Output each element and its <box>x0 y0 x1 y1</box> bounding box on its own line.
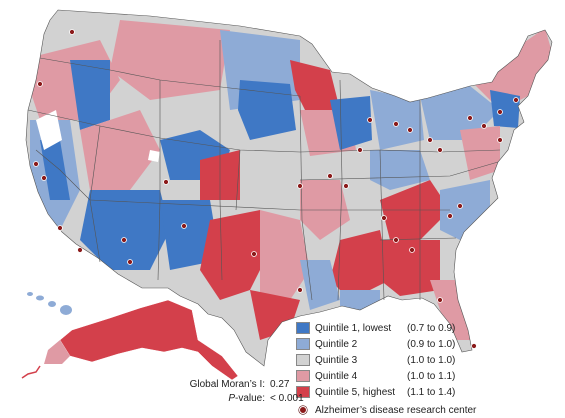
moran-label: Global Moran’s I: <box>189 378 265 390</box>
legend-range: (0.9 to 1.0) <box>407 338 456 350</box>
legend-item-quintile-3: Quintile 3 (1.0 to 1.0) <box>296 352 556 368</box>
map-legend: Quintile 1, lowest (0.7 to 0.9) Quintile… <box>296 320 556 418</box>
legend-swatch <box>296 354 310 366</box>
legend-item-quintile-5: Quintile 5, highest (1.1 to 1.4) <box>296 384 556 400</box>
legend-item-research-center: Alzheimer’s disease research center <box>296 402 556 418</box>
p-label-rest: -value: <box>234 392 265 404</box>
legend-label: Quintile 1, lowest <box>315 322 392 334</box>
legend-item-quintile-1: Quintile 1, lowest (0.7 to 0.9) <box>296 320 556 336</box>
legend-swatch <box>296 338 310 350</box>
alaska <box>21 299 239 381</box>
moran-row: Global Moran’s I: 0.27 <box>172 377 304 391</box>
legend-label: Alzheimer’s disease research center <box>315 404 477 416</box>
legend-range: (1.0 to 1.1) <box>407 370 456 382</box>
legend-label: Quintile 2 <box>315 338 358 350</box>
moran-value: 0.27 <box>270 378 290 390</box>
legend-swatch <box>296 386 310 398</box>
p-value: < 0.001 <box>270 392 304 404</box>
legend-swatch <box>296 322 310 334</box>
legend-swatch <box>296 370 310 382</box>
legend-label: Quintile 4 <box>315 370 358 382</box>
legend-range: (1.0 to 1.0) <box>407 354 456 366</box>
legend-range: (1.1 to 1.4) <box>407 386 456 398</box>
research-center-dots <box>33 29 519 349</box>
state-borders <box>25 9 553 367</box>
p-label-italic: P <box>228 392 235 404</box>
hawaii <box>27 292 72 315</box>
research-center-dot-icon <box>296 404 310 416</box>
legend-item-quintile-2: Quintile 2 (0.9 to 1.0) <box>296 336 556 352</box>
legend-range: (0.7 to 0.9) <box>407 322 456 334</box>
legend-item-quintile-4: Quintile 4 (1.0 to 1.1) <box>296 368 556 384</box>
legend-label: Quintile 5, highest <box>315 386 396 398</box>
spatial-stats: Global Moran’s I: 0.27 P-value: < 0.001 <box>172 377 304 405</box>
p-value-row: P-value: < 0.001 <box>172 391 304 405</box>
legend-label: Quintile 3 <box>315 354 358 366</box>
p-value-label: P-value: <box>172 393 270 404</box>
